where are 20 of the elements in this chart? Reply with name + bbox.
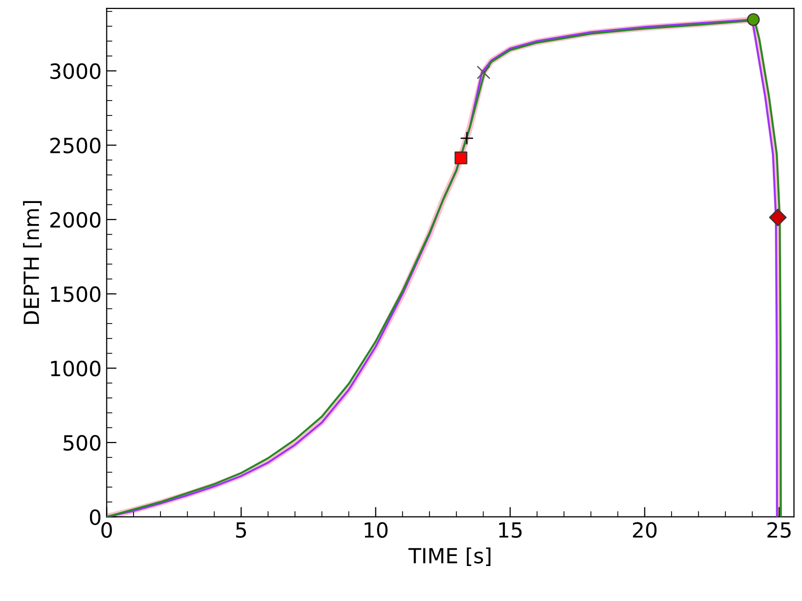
point: [460, 131, 474, 146]
y-axis-title: DEPTH [nm]: [23, 201, 42, 324]
x-tick-label: 5: [236, 522, 246, 538]
x-tick-label: 15: [499, 522, 522, 538]
y-tick-label: 2000: [50, 212, 100, 228]
x-tick-label: 25: [767, 522, 791, 538]
point: [769, 208, 787, 226]
x-tick-label: 0: [101, 522, 112, 538]
y-tick-label: 1000: [51, 360, 100, 376]
y-tick-label: 500: [64, 434, 100, 451]
y-tick-label: 1500: [51, 286, 100, 302]
y-tick-label: 2500: [50, 138, 100, 154]
x-tick-label: 10: [364, 522, 388, 538]
x-axis-title: TIME [s]: [408, 547, 490, 566]
y-tick-label: 0: [90, 509, 100, 526]
x-tick-label: 20: [632, 522, 657, 538]
y-tick-label: 3000: [50, 63, 100, 80]
point: [746, 13, 760, 26]
point: [454, 151, 468, 164]
point: [476, 66, 490, 80]
